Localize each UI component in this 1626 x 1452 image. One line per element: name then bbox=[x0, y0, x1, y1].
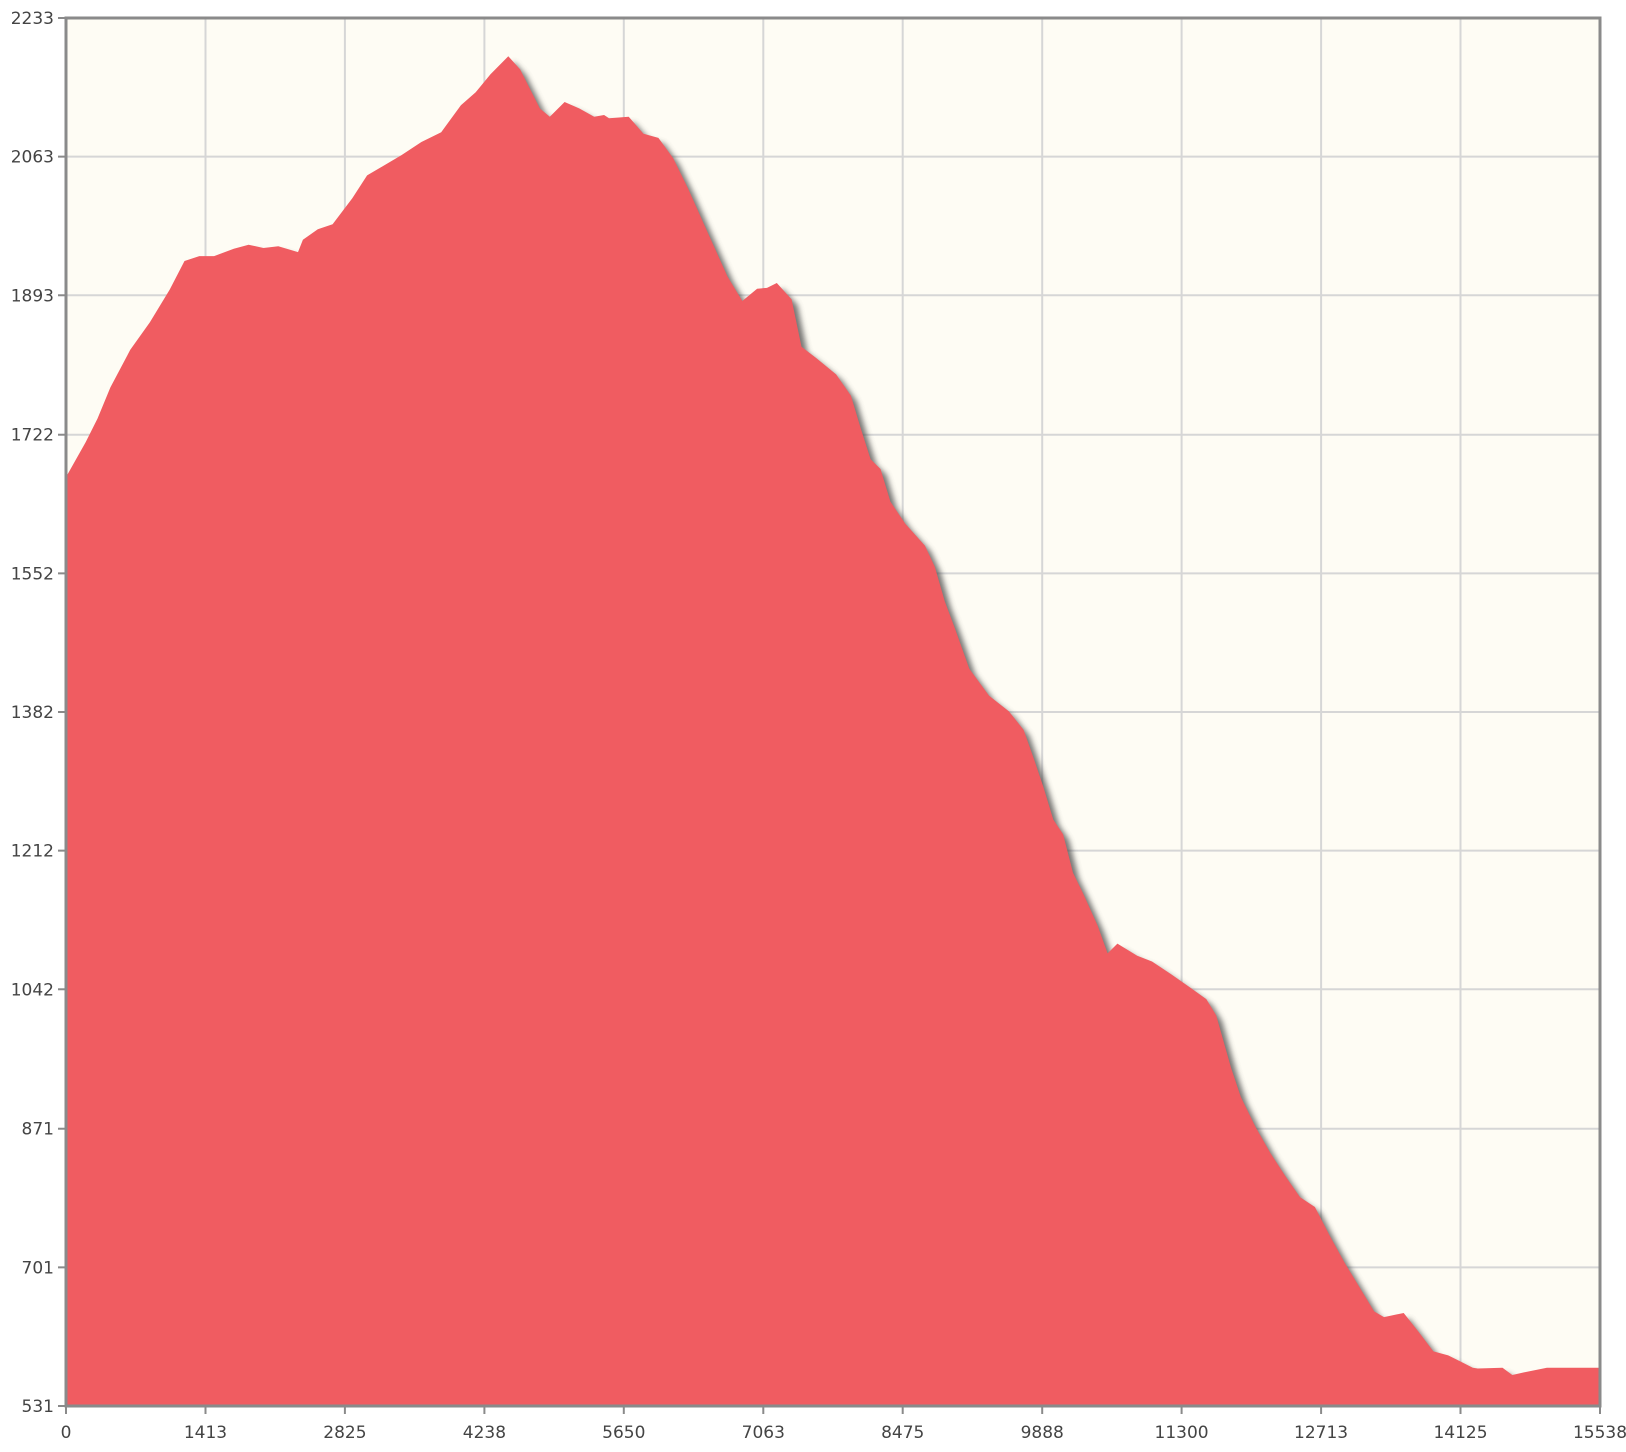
y-tick-label: 1382 bbox=[11, 703, 54, 723]
x-tick-label: 15538 bbox=[1573, 1423, 1626, 1443]
x-tick-label: 12713 bbox=[1294, 1423, 1348, 1443]
y-tick-label: 2233 bbox=[11, 9, 54, 29]
x-tick-label: 14125 bbox=[1433, 1423, 1487, 1443]
y-tick-label: 1212 bbox=[11, 842, 54, 862]
y-tick-label: 701 bbox=[22, 1258, 54, 1278]
y-tick-label: 2063 bbox=[11, 148, 54, 168]
area-fill bbox=[66, 56, 1600, 1406]
x-axis: 0 1413 2825 4238 5650 7063 8475 9888 11300 12713 1… bbox=[61, 1406, 1626, 1443]
x-tick-label: 9888 bbox=[1021, 1423, 1064, 1443]
y-tick-label: 1893 bbox=[11, 286, 54, 306]
y-tick-label: 531 bbox=[22, 1397, 54, 1417]
y-axis: 531 701 871 1042 1212 1382 1552 1722 1893 2063 223… bbox=[11, 9, 66, 1417]
x-tick-label: 5650 bbox=[602, 1423, 645, 1443]
x-tick-label: 8475 bbox=[881, 1423, 924, 1443]
y-tick-label: 871 bbox=[22, 1120, 54, 1140]
y-tick-label: 1042 bbox=[11, 980, 54, 1000]
y-tick-label: 1552 bbox=[11, 564, 54, 584]
x-tick-label: 4238 bbox=[463, 1423, 506, 1443]
x-tick-label: 0 bbox=[61, 1423, 72, 1443]
x-tick-label: 2825 bbox=[323, 1423, 366, 1443]
x-tick-label: 1413 bbox=[184, 1423, 227, 1443]
x-tick-label: 7063 bbox=[742, 1423, 785, 1443]
x-tick-label: 11300 bbox=[1155, 1423, 1209, 1443]
y-tick-label: 1722 bbox=[11, 426, 54, 446]
